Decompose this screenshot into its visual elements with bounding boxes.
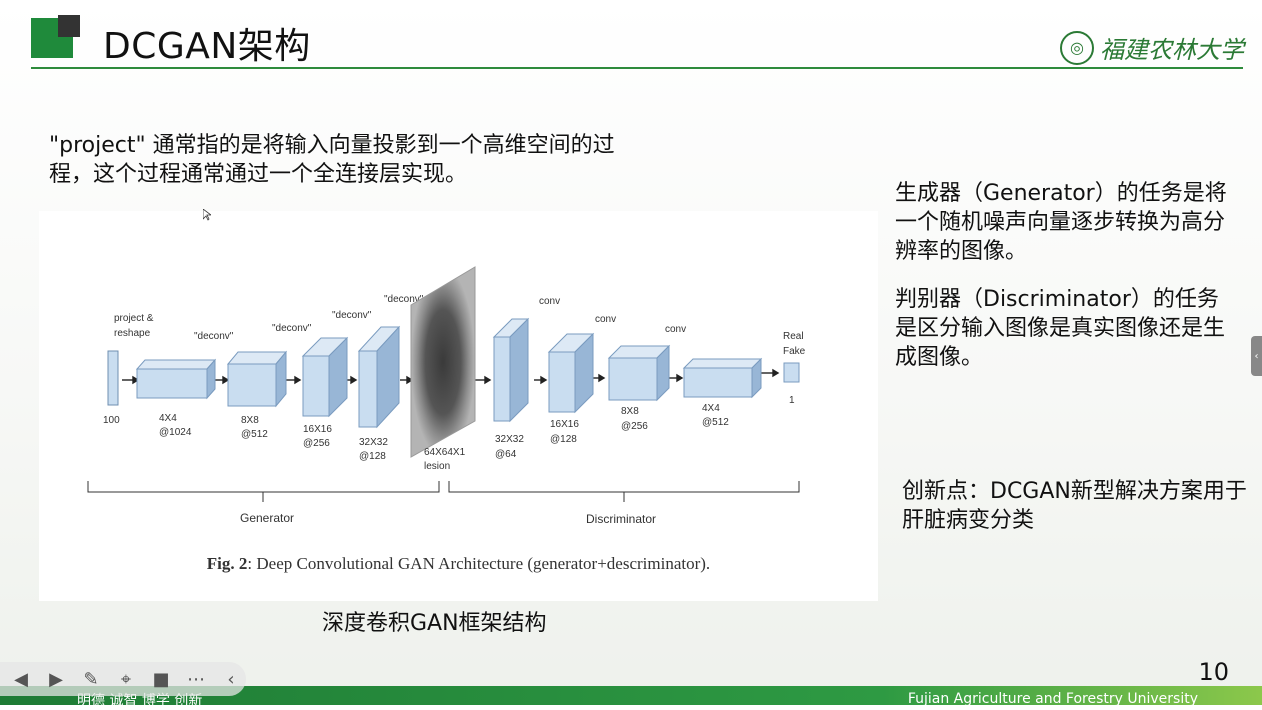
dim-d2b: @128 [550, 434, 577, 445]
label-real: Real [783, 331, 804, 342]
braces [87, 481, 800, 502]
university-logo: ◎ 福建农林大学 [1060, 30, 1244, 65]
gen-block-3 [301, 336, 349, 418]
figure-caption-prefix: Fig. 2 [206, 554, 248, 573]
gen-block-4 [357, 325, 401, 429]
label-conv-1: conv [539, 296, 560, 307]
dim-d1a: 32X32 [495, 434, 524, 445]
dim-g4a: 32X32 [359, 437, 388, 448]
dim-d3a: 8X8 [621, 406, 639, 417]
dim-g1b: @1024 [159, 427, 192, 438]
mouse-cursor-icon [203, 209, 211, 221]
brand-square-dark [58, 15, 80, 37]
figure-subcaption: 深度卷积GAN框架结构 [322, 611, 547, 636]
dim-g1a: 4X4 [159, 413, 177, 424]
presentation-toolbar: ◀ ▶ ✎ ⌖ ■ ⋯ ‹ [0, 662, 246, 696]
label-deconv-2: "deconv" [272, 323, 312, 334]
side-panel-toggle[interactable]: ‹ [1251, 336, 1262, 376]
dim-g2a: 8X8 [241, 415, 259, 426]
seal-icon: ◎ [1060, 30, 1094, 65]
lesion-image [410, 266, 476, 458]
disc-block-4 [682, 357, 763, 399]
dim-d2a: 16X16 [550, 419, 579, 430]
figure-caption: Fig. 2: Deep Convolutional GAN Architect… [39, 554, 878, 574]
collapse-icon[interactable]: ‹ [227, 668, 235, 690]
dim-g3b: @256 [303, 438, 330, 449]
pointer-icon[interactable]: ⌖ [120, 668, 132, 690]
label-deconv-1: "deconv" [194, 331, 234, 342]
disc-block-2 [547, 332, 595, 414]
pen-icon[interactable]: ✎ [83, 668, 99, 690]
discriminator-description: 判别器（Discriminator）的任务是区分输入图像是真实图像还是生成图像。 [895, 287, 1226, 370]
footer-bar [0, 686, 1262, 705]
prev-icon[interactable]: ◀ [14, 668, 28, 690]
dim-d4b: @512 [702, 417, 729, 428]
dim-g0: 100 [103, 415, 120, 426]
label-generator: Generator [240, 511, 294, 525]
label-project-1: project & [114, 313, 154, 324]
label-fake: Fake [783, 346, 806, 357]
dim-img-b: lesion [424, 461, 450, 472]
title-divider [31, 67, 1243, 69]
footer-university: Fujian Agriculture and Forestry Universi… [907, 691, 1198, 707]
dim-g4b: @128 [359, 451, 386, 462]
figure-caption-text: : Deep Convolutional GAN Architecture (g… [247, 554, 711, 573]
dim-d4a: 4X4 [702, 403, 720, 414]
more-icon[interactable]: ⋯ [187, 668, 205, 690]
label-conv-3: conv [665, 324, 686, 335]
disc-block-3 [607, 344, 671, 402]
dim-g2b: @512 [241, 429, 268, 440]
generator-description: 生成器（Generator）的任务是将一个随机噪声向量逐步转换为高分辨率的图像。 [895, 181, 1227, 264]
innovation-note: 创新点：DCGAN新型解决方案用于肝脏病变分类 [902, 479, 1247, 533]
project-note: "project" 通常指的是将输入向量投影到一个高维空间的过程，这个过程通常通… [49, 133, 615, 187]
dim-d1b: @64 [495, 449, 517, 460]
gen-block-2 [226, 350, 288, 408]
dim-out: 1 [789, 395, 795, 406]
label-deconv-4: "deconv" [384, 294, 424, 305]
slide-title: DCGAN架构 [103, 26, 311, 67]
label-deconv-3: "deconv" [332, 310, 372, 321]
dcgan-figure: project & reshape 100 4X4 @1024 "deconv" [39, 211, 878, 601]
dcgan-diagram: project & reshape 100 4X4 @1024 "deconv" [87, 266, 806, 526]
page-number: 10 [1198, 658, 1229, 686]
next-icon[interactable]: ▶ [49, 668, 63, 690]
dim-d3b: @256 [621, 421, 648, 432]
label-discriminator: Discriminator [586, 512, 656, 526]
output-node [783, 362, 800, 383]
gen-block-1 [135, 358, 217, 400]
dim-g3a: 16X16 [303, 424, 332, 435]
label-project-2: reshape [114, 328, 151, 339]
dim-img-a: 64X64X1 [424, 447, 466, 458]
disc-block-1 [492, 317, 530, 423]
university-logo-text: 福建农林大学 [1100, 36, 1244, 64]
label-conv-2: conv [595, 314, 616, 325]
input-vector [107, 350, 119, 406]
camera-icon[interactable]: ■ [152, 668, 170, 690]
